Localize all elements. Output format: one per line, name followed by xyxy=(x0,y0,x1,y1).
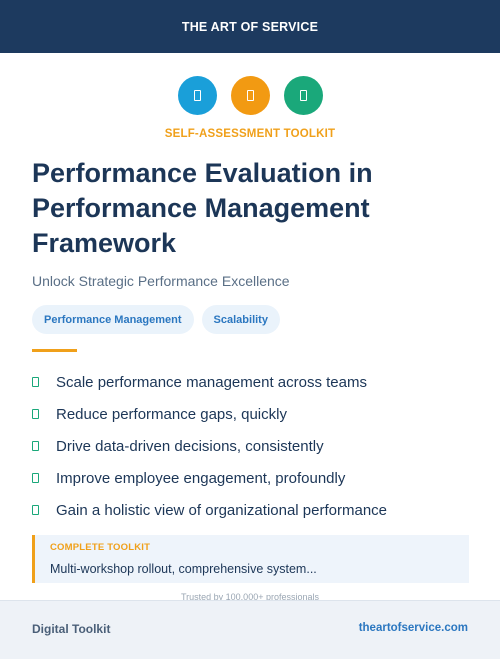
page-title: Performance Evaluation in Performance Ma… xyxy=(32,158,373,258)
tag-scalability: Scalability xyxy=(201,305,280,334)
benefit-text: Reduce performance gaps, quickly xyxy=(56,405,287,423)
document-icon xyxy=(299,90,307,101)
footer-bar: Digital Toolkit theartofservice.com xyxy=(0,600,500,659)
benefit-item: Drive data-driven decisions, consistentl… xyxy=(32,430,387,462)
icon-row xyxy=(0,76,500,115)
benefit-item: Improve employee engagement, profoundly xyxy=(32,462,387,494)
document-icon xyxy=(246,90,254,101)
check-icon xyxy=(32,473,39,483)
benefit-text: Scale performance management across team… xyxy=(56,373,367,391)
icon-circle-orange xyxy=(230,76,270,115)
icon-circle-green xyxy=(283,76,323,115)
trusted-note: Trusted by 100,000+ professionals xyxy=(180,592,319,601)
page-subtitle: Unlock Strategic Performance Excellence xyxy=(32,273,290,289)
document-icon xyxy=(193,90,201,101)
check-icon xyxy=(32,409,39,419)
check-icon xyxy=(32,505,39,515)
tag-list: Performance Management Scalability xyxy=(32,305,280,334)
toolkit-callout: COMPLETE TOOLKIT Multi-workshop rollout,… xyxy=(32,535,469,583)
check-icon xyxy=(32,441,39,451)
brand-name: THE ART OF SERVICE xyxy=(181,19,319,34)
footer-website-link[interactable]: theartofservice.com xyxy=(358,622,468,634)
tag-performance-management: Performance Management xyxy=(32,305,194,334)
callout-label: COMPLETE TOOLKIT xyxy=(50,542,151,553)
check-icon xyxy=(32,377,39,387)
accent-divider xyxy=(32,349,77,352)
benefit-item: Reduce performance gaps, quickly xyxy=(32,398,387,430)
footer-label: Digital Toolkit xyxy=(32,622,111,636)
header-bar: THE ART OF SERVICE xyxy=(0,0,500,53)
benefit-text: Drive data-driven decisions, consistentl… xyxy=(56,437,324,455)
benefit-text: Improve employee engagement, profoundly xyxy=(56,469,346,487)
icon-circle-blue xyxy=(177,76,217,115)
benefit-text: Gain a holistic view of organizational p… xyxy=(56,501,388,519)
eyebrow-label: SELF-ASSESSMENT TOOLKIT xyxy=(164,128,336,140)
benefit-item: Scale performance management across team… xyxy=(32,366,387,398)
benefit-item: Gain a holistic view of organizational p… xyxy=(32,494,387,526)
benefit-list: Scale performance management across team… xyxy=(32,366,387,526)
callout-text: Multi-workshop rollout, comprehensive sy… xyxy=(50,562,317,576)
